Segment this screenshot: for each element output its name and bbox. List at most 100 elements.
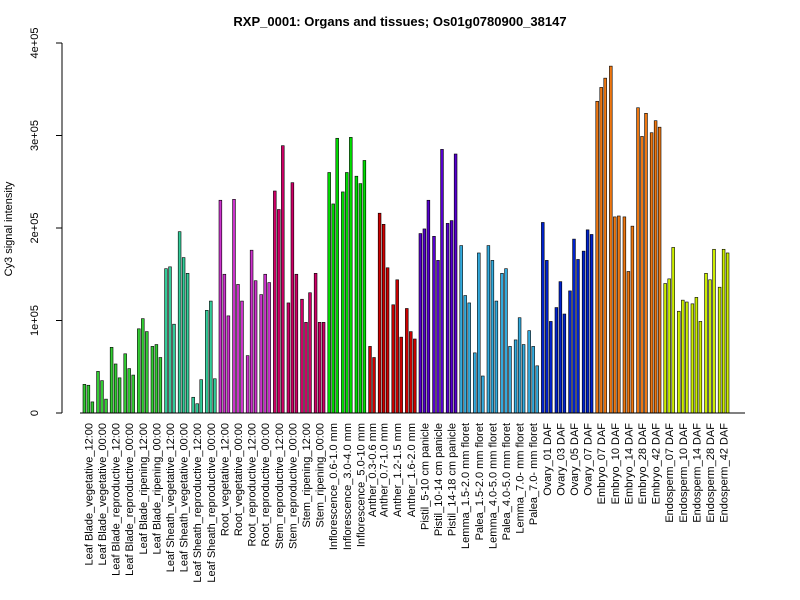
bar [413, 338, 417, 414]
bar [704, 273, 708, 414]
bar [603, 77, 607, 414]
bar [712, 248, 716, 414]
x-tick-label: Pistil_10-14 cm panicle [433, 423, 445, 536]
bar [549, 321, 553, 414]
x-tick-label: Anther_0.7-1.0 mm [379, 423, 391, 517]
x-tick-label: Anther_1.2-1.5 mm [392, 423, 404, 517]
bar [436, 260, 440, 414]
bar [82, 384, 87, 414]
bar [277, 209, 281, 414]
bar [86, 384, 91, 414]
bar [630, 225, 635, 414]
bar [690, 303, 695, 414]
bar [249, 249, 254, 414]
x-tick-label: Endosperm_28 DAF [705, 423, 717, 523]
x-tick-label: Pistil_14-18 cm panicle [447, 423, 459, 536]
bar [508, 346, 512, 414]
bar [663, 283, 667, 414]
bar [653, 120, 658, 414]
bar [335, 137, 339, 414]
bar [568, 290, 572, 414]
bar [677, 310, 681, 414]
x-tick-labels: Leaf Blade_vegetative_12:00 Leaf Blade_ve… [83, 423, 730, 583]
bar [150, 346, 155, 414]
bar [581, 250, 586, 414]
bar [141, 318, 145, 414]
bar [521, 344, 526, 414]
bar [626, 271, 631, 414]
bar [445, 223, 450, 414]
bar [345, 172, 349, 414]
bar [358, 183, 363, 414]
bar [440, 149, 444, 414]
bar [377, 212, 382, 414]
x-tick-label: Lemma_4.0-5.0 mm floret [487, 423, 499, 549]
y-tick-label: 2e+05 [29, 213, 41, 244]
bar [649, 132, 654, 414]
bar [426, 199, 431, 414]
bar [459, 245, 463, 414]
bar [644, 113, 648, 414]
bar [109, 347, 114, 414]
bar [494, 300, 499, 414]
bar [572, 238, 576, 414]
bar [259, 294, 263, 414]
bar [698, 321, 703, 414]
bar [294, 273, 299, 414]
x-tick-label: Endosperm_42 DAF [719, 423, 731, 523]
bar [609, 65, 613, 414]
bar [599, 87, 603, 414]
bar [286, 302, 291, 414]
bar [172, 323, 176, 414]
bar [613, 216, 617, 414]
bar [453, 153, 458, 414]
bar [226, 315, 231, 414]
bar [362, 160, 367, 414]
bar [181, 257, 186, 414]
bar [535, 365, 539, 414]
bar [681, 299, 685, 414]
y-axis: 0 1e+05 2e+05 3e+05 4e+05 [29, 28, 63, 416]
bar [554, 307, 559, 414]
x-tick-label: Leaf Sheath_vegetative_00:00 [179, 423, 191, 572]
x-tick-label: Inflorescence_3.0-4.0 mm [342, 423, 354, 550]
bar [185, 273, 190, 414]
x-tick-label: Inflorescence_5.0-10 mm [355, 423, 367, 547]
bar [617, 215, 621, 414]
bar [236, 284, 240, 414]
x-tick-label: Leaf Sheath_vegetative_12:00 [165, 423, 177, 572]
y-axis-label: Cy3 signal intensity [3, 181, 15, 276]
bar [331, 203, 335, 414]
x-tick-label: Endosperm_14 DAF [691, 423, 703, 523]
bar [177, 231, 182, 414]
bar [341, 191, 345, 414]
x-tick-label: Leaf Blade_reproductive_12:00 [111, 423, 123, 576]
bar [131, 374, 135, 414]
bar [545, 260, 549, 414]
bar [717, 286, 722, 414]
bar [267, 282, 271, 414]
bar [481, 375, 485, 414]
x-tick-label: Leaf Blade_vegetative_00:00 [97, 423, 109, 566]
bar [517, 317, 522, 414]
bar [372, 357, 376, 414]
bar [145, 331, 149, 414]
bar [391, 304, 395, 414]
bar [708, 279, 712, 414]
bar [100, 380, 104, 414]
bar [721, 248, 726, 414]
bar [558, 281, 563, 414]
bar [562, 313, 567, 414]
bar [213, 378, 217, 414]
bar [290, 182, 295, 414]
x-tick-label: Leaf Sheath_reproductive_00:00 [206, 423, 218, 583]
bar [685, 301, 689, 414]
bar [381, 224, 386, 414]
bar [123, 353, 127, 414]
x-tick-label: Stem_ripening_12:00 [301, 423, 313, 528]
bar [585, 229, 590, 414]
bar [671, 247, 675, 414]
x-tick-label: Stem_reproductive_12:00 [274, 423, 286, 549]
bar [541, 222, 545, 414]
bar [504, 268, 508, 414]
